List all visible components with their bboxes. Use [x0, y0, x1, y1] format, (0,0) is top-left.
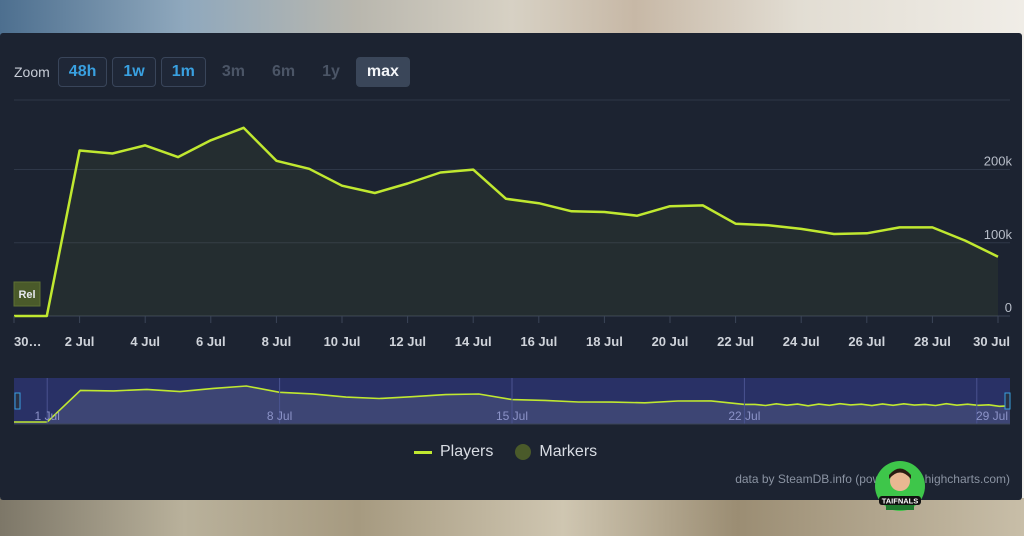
zoom-1w-button[interactable]: 1w — [112, 57, 156, 87]
streamer-avatar-icon: TAIFNALS — [875, 461, 925, 511]
zoom-label: Zoom — [14, 64, 50, 80]
zoom-controls: Zoom 48h 1w 1m 3m 6m 1y max — [14, 56, 415, 88]
zoom-1y-button[interactable]: 1y — [322, 63, 340, 80]
zoom-max-button[interactable]: max — [355, 57, 410, 87]
legend-players-label[interactable]: Players — [440, 443, 494, 460]
zoom-1m-button[interactable]: 1m — [160, 57, 206, 87]
background-game-art-bottom — [0, 498, 1024, 536]
legend-players-swatch[interactable] — [414, 450, 432, 454]
zoom-6m-button[interactable]: 6m — [271, 63, 296, 80]
zoom-48h-button[interactable]: 48h — [57, 57, 108, 87]
legend-markers-swatch[interactable] — [515, 444, 532, 460]
legend: Players Markers — [414, 443, 597, 461]
credits-text[interactable]: data by SteamDB.info (powered by highcha… — [735, 472, 1010, 486]
avatar-text: TAIFNALS — [882, 497, 919, 506]
chart-panel — [0, 33, 1022, 500]
zoom-3m-button[interactable]: 3m — [221, 63, 245, 80]
legend-markers-label[interactable]: Markers — [539, 443, 598, 460]
